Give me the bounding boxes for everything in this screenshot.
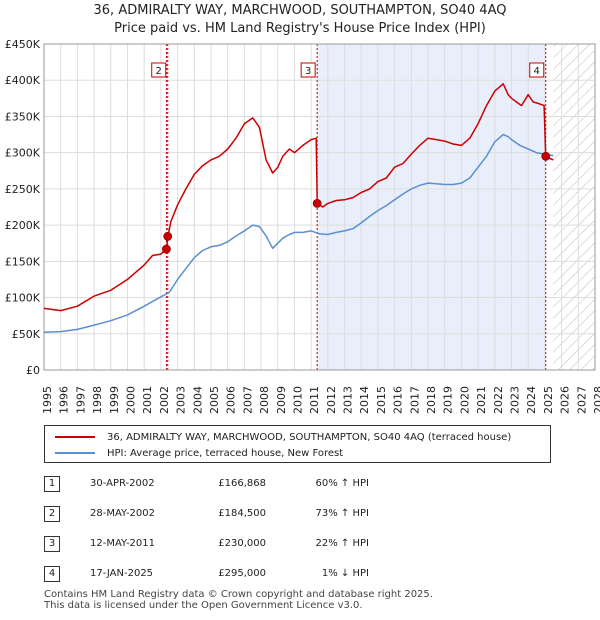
sale-date: 17-JAN-2025 <box>90 568 154 579</box>
x-tick-label: 2009 <box>275 386 288 414</box>
sale-number-badge: 4 <box>44 566 60 582</box>
x-tick-label: 2014 <box>358 386 371 414</box>
price-chart: 2 3 4 £0 £50K £100K £150K £200K £250K £300K £350K £… <box>5 38 600 414</box>
x-tick-label: 2020 <box>458 386 471 414</box>
future-hatch <box>553 44 595 370</box>
y-tick-label: £150K <box>5 255 41 268</box>
x-tick-label: 2023 <box>509 386 522 414</box>
x-tick-label: 1995 <box>41 386 54 414</box>
sale-point <box>541 151 551 161</box>
sale-price: £295,000 <box>218 568 266 579</box>
sale-row: 4 17-JAN-2025 £295,000 1% ↓ HPI <box>0 566 600 584</box>
x-tick-label: 2024 <box>525 386 538 414</box>
sale-row: 3 12-MAY-2011 £230,000 22% ↑ HPI <box>0 536 600 554</box>
sale-marker-badge <box>151 62 167 78</box>
x-tick-label: 2015 <box>375 386 388 414</box>
x-tick-label: 2027 <box>575 386 588 414</box>
legend-item-property: 36, ADMIRALTY WAY, MARCHWOOD, SOUTHAMPTO… <box>55 430 511 444</box>
y-tick-label: £200K <box>5 219 41 232</box>
sale-marker-number: 3 <box>305 66 311 77</box>
legend-swatch-property <box>55 436 95 438</box>
x-tick-label: 2007 <box>241 386 254 414</box>
chart-legend: 36, ADMIRALTY WAY, MARCHWOOD, SOUTHAMPTO… <box>44 425 551 463</box>
x-tick-label: 1997 <box>74 386 87 414</box>
y-tick-label: £350K <box>5 110 41 123</box>
sale-number-badge: 3 <box>44 536 60 552</box>
chart-title-address: 36, ADMIRALTY WAY, MARCHWOOD, SOUTHAMPTO… <box>93 3 507 18</box>
x-tick-label: 2004 <box>191 386 204 414</box>
sale-row: 1 30-APR-2002 £166,868 60% ↑ HPI <box>0 476 600 494</box>
x-tick-label: 2019 <box>442 386 455 414</box>
footer-copyright: Contains HM Land Registry data © Crown c… <box>44 589 433 600</box>
x-tick-label: 2011 <box>308 386 321 414</box>
y-tick-label: £450K <box>5 38 41 51</box>
sale-price: £230,000 <box>218 538 266 549</box>
x-tick-label: 1998 <box>91 386 104 414</box>
y-tick-label: £400K <box>5 74 41 87</box>
sale-point <box>312 198 322 208</box>
legend-label-hpi: HPI: Average price, terraced house, New … <box>107 447 344 459</box>
x-tick-label: 2026 <box>559 386 572 414</box>
sale-number-badge: 1 <box>44 476 60 492</box>
x-tick-label: 2000 <box>124 386 137 414</box>
property-series-line <box>43 83 554 312</box>
x-tick-label: 2008 <box>258 386 271 414</box>
y-tick-label: £250K <box>5 183 41 196</box>
footer-license: This data is licensed under the Open Gov… <box>44 600 363 611</box>
x-tick-label: 2018 <box>425 386 438 414</box>
y-tick-label: £300K <box>5 147 41 160</box>
legend-swatch-hpi <box>55 452 95 454</box>
x-tick-label: 2012 <box>325 386 338 414</box>
x-tick-label: 2005 <box>208 386 221 414</box>
x-tick-label: 2021 <box>475 386 488 414</box>
x-tick-label: 2016 <box>392 386 405 414</box>
sale-row: 2 28-MAY-2002 £184,500 73% ↑ HPI <box>0 506 600 524</box>
sale-price: £166,868 <box>218 478 266 489</box>
plot-frame <box>43 43 596 371</box>
sale-number-badge: 2 <box>44 506 60 522</box>
x-tick-label: 2003 <box>175 386 188 414</box>
sale-date: 12-MAY-2011 <box>90 538 156 549</box>
y-tick-label: £0 <box>26 364 40 377</box>
sale-marker-badge <box>529 62 545 78</box>
sale-marker-number: 2 <box>156 66 162 77</box>
sale-hpi-change: 1% ↓ HPI <box>321 568 369 579</box>
ownership-shading <box>317 44 546 370</box>
sale-date: 28-MAY-2002 <box>90 508 156 519</box>
sale-hpi-change: 22% ↑ HPI <box>315 538 369 549</box>
hpi-series-line <box>43 133 554 334</box>
y-tick-label: £50K <box>12 328 41 341</box>
legend-label-property: 36, ADMIRALTY WAY, MARCHWOOD, SOUTHAMPTO… <box>107 431 512 443</box>
x-tick-label: 2017 <box>408 386 421 414</box>
x-tick-label: 2013 <box>342 386 355 414</box>
sale-point <box>161 244 171 254</box>
x-tick-label: 2006 <box>225 386 238 414</box>
sale-marker-number: 4 <box>534 66 540 77</box>
x-tick-label: 2002 <box>158 386 171 414</box>
x-tick-label: 2001 <box>141 386 154 414</box>
x-tick-label: 1999 <box>108 386 121 414</box>
sale-point <box>163 231 173 241</box>
sale-marker-badge <box>300 62 316 78</box>
chart-subtitle: Price paid vs. HM Land Registry's House … <box>114 21 486 36</box>
sale-hpi-change: 60% ↑ HPI <box>315 478 369 489</box>
y-tick-label: £100K <box>5 292 41 305</box>
x-tick-label: 2022 <box>492 386 505 414</box>
x-tick-label: 2025 <box>542 386 555 414</box>
sale-price: £184,500 <box>218 508 266 519</box>
x-tick-label: 1996 <box>58 386 71 414</box>
x-tick-label: 2028 <box>592 386 600 414</box>
legend-item-hpi: HPI: Average price, terraced house, New … <box>55 446 343 460</box>
sale-hpi-change: 73% ↑ HPI <box>315 508 369 519</box>
sale-date: 30-APR-2002 <box>90 478 155 489</box>
x-tick-label: 2010 <box>291 386 304 414</box>
